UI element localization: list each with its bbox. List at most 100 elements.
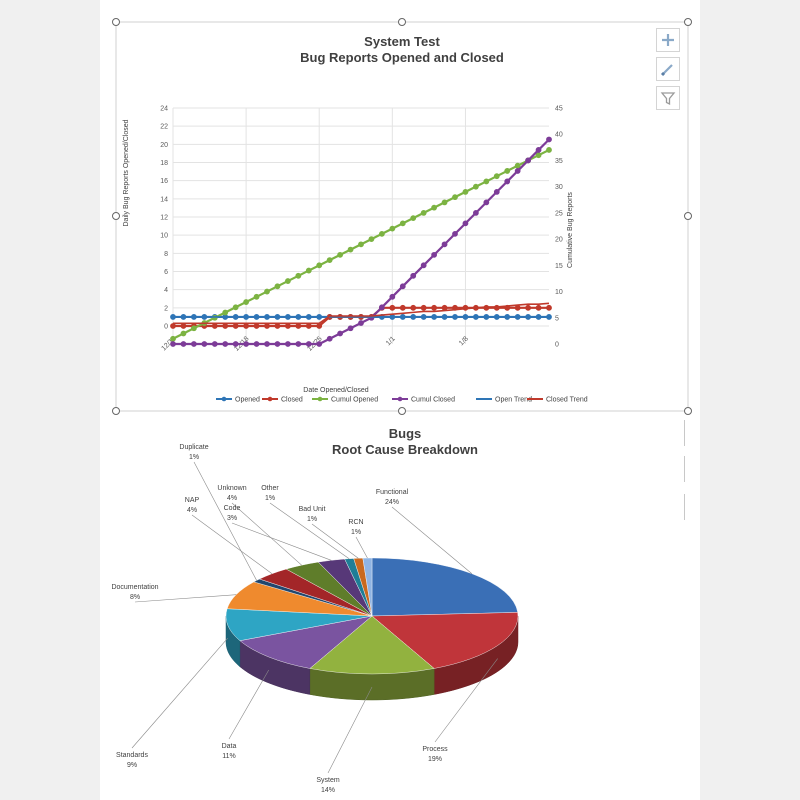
data-point[interactable]: [284, 323, 291, 329]
data-point[interactable]: [452, 230, 458, 237]
legend[interactable]: Opened Closed Cumul Opened Cumul Closed Open…: [216, 397, 588, 404]
data-point[interactable]: [274, 341, 281, 347]
pie-slice-data[interactable]: [239, 615, 373, 669]
data-point[interactable]: [535, 147, 542, 153]
data-point[interactable]: [420, 209, 427, 216]
data-point[interactable]: [358, 320, 364, 326]
chart-area-root-cause[interactable]: Bugs Root Cause Breakdown Functional 24% P…: [100, 420, 700, 800]
data-point[interactable]: [462, 189, 469, 195]
data-point[interactable]: [431, 204, 438, 211]
data-point[interactable]: [410, 304, 417, 311]
data-point[interactable]: [431, 304, 438, 311]
data-point[interactable]: [441, 199, 448, 206]
data-point[interactable]: [326, 335, 333, 342]
data-point[interactable]: [274, 283, 281, 290]
data-point[interactable]: [295, 341, 302, 347]
resize-handle[interactable]: [684, 407, 692, 415]
pie-slice-system[interactable]: [309, 615, 435, 675]
resize-handle[interactable]: [684, 212, 692, 220]
data-point[interactable]: [222, 309, 229, 316]
data-point[interactable]: [232, 323, 239, 329]
resize-handle[interactable]: [112, 212, 120, 220]
data-point[interactable]: [452, 194, 458, 201]
data-point[interactable]: [180, 341, 187, 347]
data-point[interactable]: [472, 209, 479, 216]
data-point[interactable]: [546, 136, 552, 143]
data-point[interactable]: [316, 323, 323, 329]
data-point[interactable]: [190, 325, 197, 332]
data-point[interactable]: [305, 323, 312, 329]
data-point[interactable]: [368, 236, 375, 243]
data-point[interactable]: [253, 341, 260, 347]
data-point[interactable]: [222, 341, 229, 347]
data-point[interactable]: [211, 341, 218, 347]
data-point[interactable]: [483, 178, 490, 185]
data-point[interactable]: [514, 162, 521, 169]
data-point[interactable]: [535, 152, 542, 159]
pie-slice-functional[interactable]: [371, 557, 518, 617]
data-point[interactable]: [535, 304, 542, 311]
resize-handle[interactable]: [112, 407, 120, 415]
data-point[interactable]: [493, 189, 500, 195]
data-point[interactable]: [305, 341, 312, 347]
data-point[interactable]: [399, 283, 406, 290]
pie-slice-process[interactable]: [371, 612, 519, 669]
data-point[interactable]: [493, 173, 500, 180]
data-point[interactable]: [514, 168, 521, 174]
data-point[interactable]: [253, 323, 260, 329]
data-point[interactable]: [347, 246, 354, 253]
data-point[interactable]: [514, 304, 521, 311]
data-point[interactable]: [504, 178, 511, 185]
data-point[interactable]: [504, 168, 511, 174]
data-point[interactable]: [295, 323, 302, 329]
data-point[interactable]: [483, 199, 490, 206]
data-point[interactable]: [170, 323, 176, 329]
chart-elements-button[interactable]: [656, 28, 680, 52]
data-point[interactable]: [337, 330, 344, 337]
data-point[interactable]: [180, 323, 187, 329]
data-point[interactable]: [462, 220, 469, 227]
pie-slice-standards[interactable]: [225, 608, 373, 641]
data-point[interactable]: [399, 304, 406, 311]
data-point[interactable]: [389, 225, 396, 232]
data-point[interactable]: [410, 215, 417, 222]
data-point[interactable]: [525, 157, 532, 164]
data-point[interactable]: [410, 272, 417, 279]
data-point[interactable]: [546, 304, 552, 311]
data-point[interactable]: [420, 262, 427, 269]
resize-handle[interactable]: [398, 407, 406, 415]
data-point[interactable]: [431, 251, 438, 258]
data-point[interactable]: [305, 267, 312, 274]
resize-handle[interactable]: [684, 18, 692, 26]
data-point[interactable]: [389, 304, 396, 311]
data-point[interactable]: [316, 262, 323, 269]
data-point[interactable]: [170, 341, 176, 347]
data-point[interactable]: [211, 323, 218, 329]
data-point[interactable]: [243, 299, 250, 305]
resize-handle[interactable]: [112, 18, 120, 26]
data-point[interactable]: [190, 341, 197, 347]
resize-handle[interactable]: [398, 18, 406, 26]
data-point[interactable]: [378, 230, 385, 237]
data-point[interactable]: [222, 323, 229, 329]
data-point[interactable]: [441, 241, 448, 248]
data-point[interactable]: [274, 323, 281, 329]
data-point[interactable]: [441, 304, 448, 311]
data-point[interactable]: [211, 314, 218, 321]
data-point[interactable]: [399, 220, 406, 227]
data-point[interactable]: [326, 257, 333, 263]
data-point[interactable]: [316, 341, 323, 347]
chart-filters-button[interactable]: [656, 86, 680, 110]
data-point[interactable]: [472, 183, 479, 190]
data-point[interactable]: [295, 272, 302, 279]
chart-area-bug-reports[interactable]: System Test Bug Reports Opened and Close…: [100, 0, 700, 420]
data-point[interactable]: [264, 323, 270, 329]
data-point[interactable]: [420, 304, 427, 311]
data-point[interactable]: [347, 325, 354, 332]
data-point[interactable]: [358, 241, 364, 248]
data-point[interactable]: [525, 304, 532, 311]
data-point[interactable]: [243, 323, 250, 329]
data-point[interactable]: [243, 341, 250, 347]
selection-handles[interactable]: [112, 18, 692, 415]
data-point[interactable]: [389, 293, 396, 300]
